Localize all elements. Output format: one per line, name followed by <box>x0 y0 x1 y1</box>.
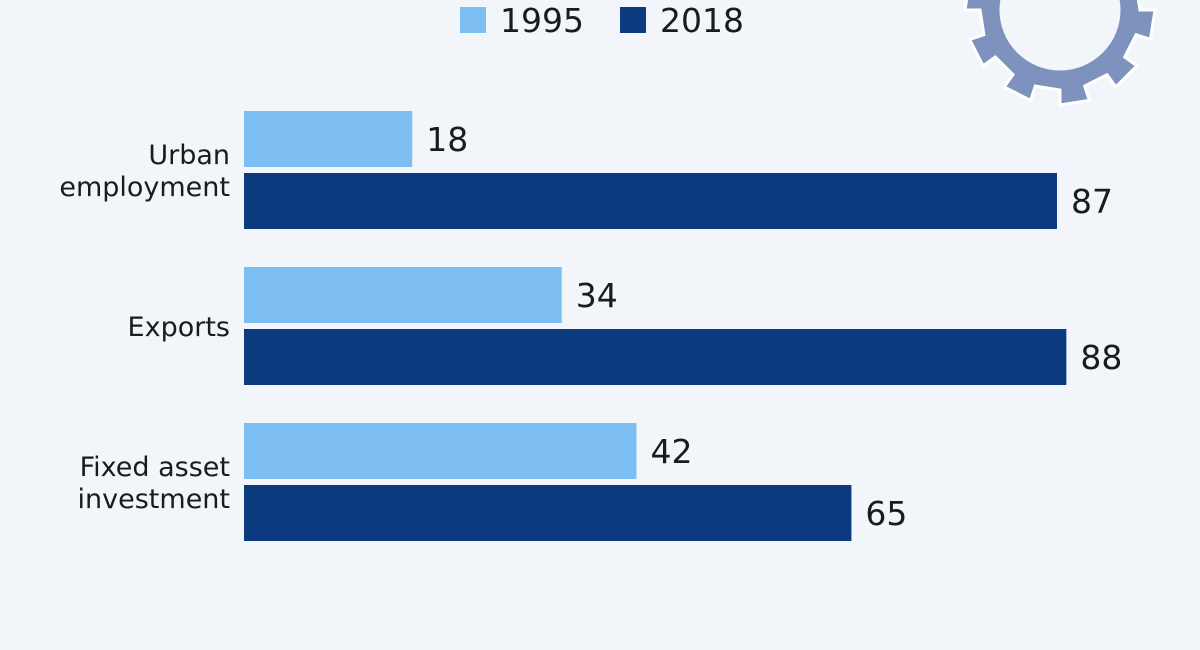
legend-label-1995: 1995 <box>500 0 584 40</box>
legend: 1995 2018 <box>460 0 744 40</box>
legend-label-2018: 2018 <box>659 0 744 40</box>
category-label: Urban <box>148 140 230 171</box>
footnote-cropped <box>30 630 1170 650</box>
legend-swatch-1995 <box>460 7 486 33</box>
category-label: employment <box>59 172 230 203</box>
legend-item-1995: 1995 <box>460 1 584 40</box>
data-label: 88 <box>1080 338 1122 377</box>
category-label: investment <box>78 484 230 515</box>
bar-2018 <box>244 173 1057 229</box>
data-label: 42 <box>650 432 692 471</box>
bar-1995 <box>244 423 637 479</box>
category-label: Exports <box>128 312 230 343</box>
gear-hole <box>996 0 1124 74</box>
data-label: 18 <box>426 120 468 159</box>
legend-item-2018: 2018 <box>619 0 744 40</box>
gear-icon <box>963 0 1157 107</box>
bar-2018 <box>244 485 852 541</box>
bar-1995 <box>244 267 562 323</box>
category-label: Fixed asset <box>80 452 230 483</box>
data-label: 34 <box>576 276 618 315</box>
legend-swatch-2018 <box>619 7 646 33</box>
data-label: 65 <box>865 494 907 533</box>
data-label: 87 <box>1071 182 1113 221</box>
bar-1995 <box>244 111 413 167</box>
bar-2018 <box>244 329 1067 385</box>
